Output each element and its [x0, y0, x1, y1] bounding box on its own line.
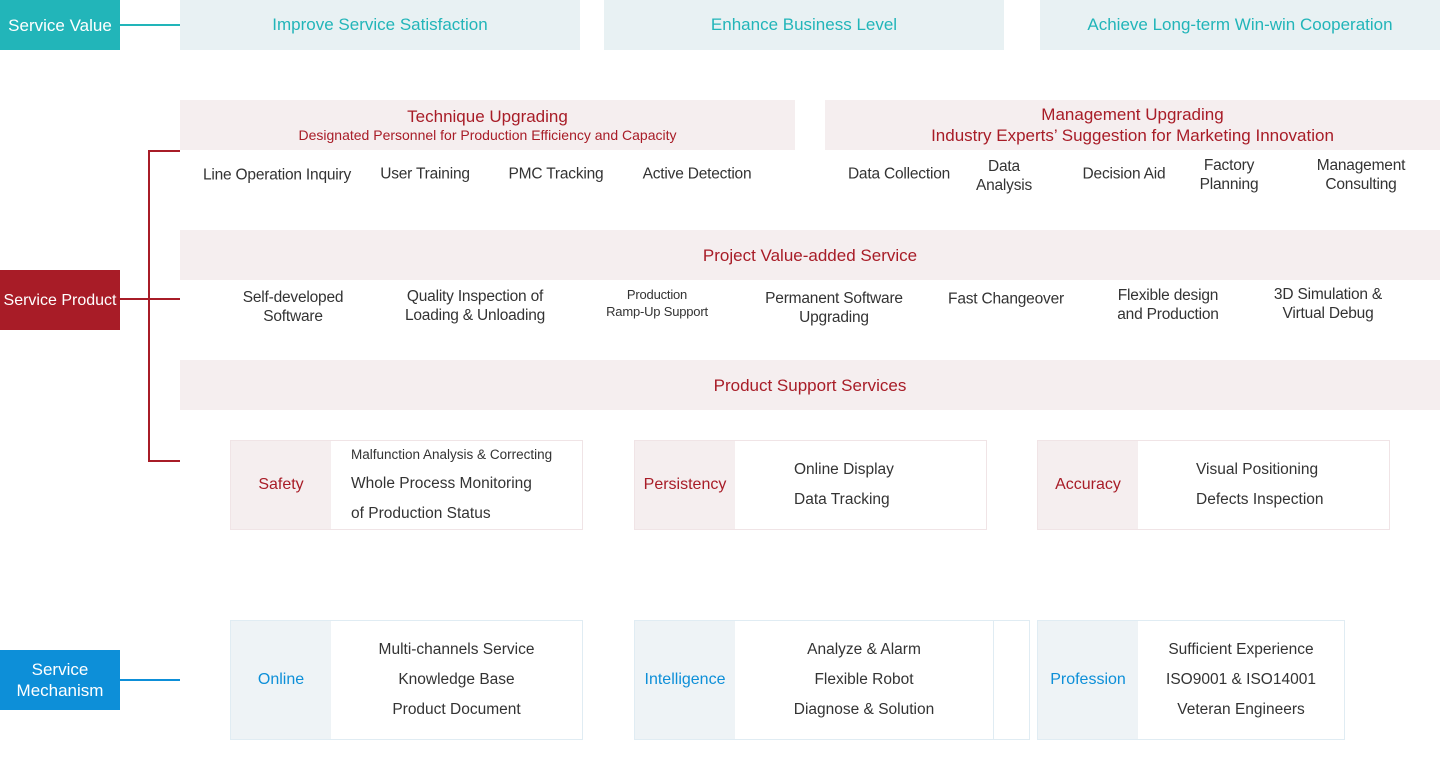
management-item: Decision Aid [1082, 165, 1166, 183]
project-item: Production Ramp-Up Support [606, 287, 708, 319]
value-item: Improve Service Satisfaction [180, 0, 580, 50]
connector-line [120, 298, 180, 300]
technique-upgrading-header: Technique Upgrading Designated Personnel… [180, 100, 795, 150]
support-card-accuracy: Accuracy Visual Positioning Defects Insp… [1037, 440, 1390, 530]
bracket-line [148, 150, 180, 152]
mechanism-card-online: Online Multi-channels Service Knowledge … [230, 620, 583, 740]
value-item: Achieve Long-term Win-win Cooperation [1040, 0, 1440, 50]
support-card-persistency: Persistency Online Display Data Tracking [634, 440, 987, 530]
technique-item: PMC Tracking [508, 165, 604, 183]
technique-item: Active Detection [642, 165, 752, 183]
service-value-label: Service Value [0, 0, 120, 50]
card-item: Diagnose & Solution [793, 701, 935, 718]
project-item: Fast Changeover [948, 290, 1064, 308]
card-item: Whole Process Monitoring [351, 475, 532, 492]
card-label: Profession [1038, 621, 1138, 739]
project-item: Flexible design and Production [1117, 287, 1219, 323]
mechanism-card-profession: Profession Sufficient Experience ISO9001… [1037, 620, 1345, 740]
mechanism-card-intelligence: Intelligence Analyze & Alarm Flexible Ro… [634, 620, 1030, 740]
management-item: Management Consulting [1316, 157, 1406, 193]
value-item: Enhance Business Level [604, 0, 1004, 50]
technique-title: Technique Upgrading [407, 107, 568, 126]
card-item: Product Document [392, 701, 521, 718]
card-item: ISO9001 & ISO14001 [1166, 671, 1316, 688]
card-item: Veteran Engineers [1177, 701, 1305, 718]
management-item: Data Collection [847, 165, 951, 183]
service-product-label: Service Product [0, 270, 120, 330]
card-label: Intelligence [635, 621, 735, 739]
card-label: Online [231, 621, 331, 739]
card-label: Safety [231, 441, 331, 529]
project-item: Permanent Software Upgrading [765, 290, 903, 326]
card-item: of Production Status [351, 505, 491, 522]
card-item: Defects Inspection [1196, 491, 1324, 508]
technique-item: User Training [380, 165, 470, 183]
support-card-safety: Safety Malfunction Analysis & Correcting… [230, 440, 583, 530]
card-item: Sufficient Experience [1168, 641, 1314, 658]
product-support-header: Product Support Services [180, 360, 1440, 410]
project-item: Self-developed Software [242, 289, 344, 325]
card-item: Visual Positioning [1196, 461, 1319, 478]
bracket-line [148, 460, 180, 462]
service-mechanism-label: Service Mechanism [0, 650, 120, 710]
project-item: Quality Inspection of Loading & Unloadin… [404, 288, 546, 324]
card-label: Accuracy [1038, 441, 1138, 529]
card-item: Flexible Robot [814, 671, 914, 688]
card-item: Data Tracking [794, 491, 890, 508]
management-subtitle: Industry Experts’ Suggestion for Marketi… [931, 126, 1334, 145]
connector-line [120, 24, 180, 26]
card-item: Knowledge Base [398, 671, 515, 688]
card-item: Malfunction Analysis & Correcting [351, 447, 553, 462]
management-item: Factory Planning [1199, 157, 1259, 193]
management-title: Management Upgrading [1041, 105, 1224, 124]
connector-line [120, 679, 180, 681]
card-label: Persistency [635, 441, 735, 529]
project-value-added-header: Project Value-added Service [180, 230, 1440, 280]
project-item: 3D Simulation & Virtual Debug [1273, 286, 1383, 322]
technique-subtitle: Designated Personnel for Production Effi… [298, 127, 677, 143]
management-upgrading-header: Management Upgrading Industry Experts’ S… [825, 100, 1440, 150]
management-item: Data Analysis [975, 158, 1033, 194]
technique-item: Line Operation Inquiry [202, 166, 352, 184]
bracket-line [148, 150, 150, 462]
card-item: Analyze & Alarm [807, 641, 921, 658]
card-item: Online Display [794, 461, 894, 478]
card-item: Multi-channels Service [378, 641, 535, 658]
